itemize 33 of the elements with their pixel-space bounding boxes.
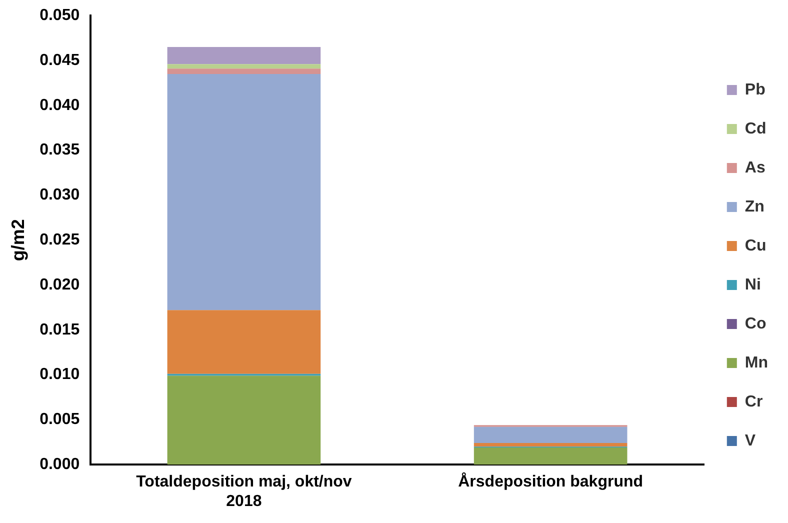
y-tick-label: 0.010: [40, 366, 80, 384]
legend-label: Mn: [744, 354, 768, 372]
bar: [167, 376, 321, 465]
legend-label: Ni: [744, 276, 761, 294]
legend-label: Co: [744, 315, 766, 332]
bar: [167, 310, 321, 374]
y-tick-label: 0.015: [40, 321, 80, 338]
y-tick-label: 0.040: [40, 96, 80, 114]
y-tick-label: 0.035: [40, 142, 80, 159]
legend-label: Cu: [744, 237, 766, 254]
bar: [474, 426, 628, 444]
legend-label: Zn: [744, 198, 764, 216]
y-tick-label: 0.025: [40, 232, 80, 249]
y-tick-label: 0.020: [40, 276, 80, 294]
legend-label: V: [744, 432, 756, 450]
y-axis-title: g/m2: [8, 219, 28, 262]
bar: [167, 64, 321, 69]
bar: [474, 443, 628, 447]
y-tick-label: 0.050: [40, 7, 80, 24]
legend-label: Pb: [744, 81, 766, 98]
bar: [474, 448, 628, 465]
x-tick-label: Totaldeposition maj, okt/nov 2018: [136, 474, 352, 510]
y-tick-label: 0.000: [40, 456, 80, 474]
legend-label: As: [744, 159, 766, 176]
x-tick-label: Årsdeposition bakgrund: [458, 472, 644, 491]
y-tick-label: 0.030: [40, 186, 80, 204]
y-tick-label: 0.045: [40, 52, 80, 69]
bar: [167, 74, 321, 310]
bar: [167, 47, 321, 64]
bar: [167, 68, 321, 74]
legend-label: Cr: [744, 393, 763, 410]
legend-label: Cd: [744, 120, 766, 138]
y-tick-label: 0.005: [40, 411, 80, 428]
